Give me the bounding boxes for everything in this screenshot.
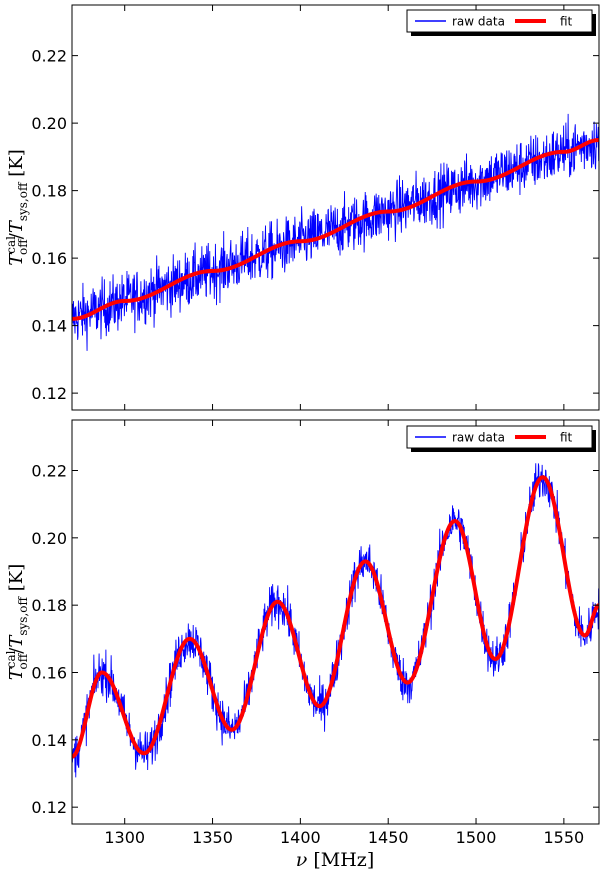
top-ytick-label: 0.18 bbox=[31, 182, 67, 201]
bottom-raw-data-line bbox=[72, 463, 599, 778]
bottom-legend: raw data fit bbox=[406, 425, 596, 452]
bottom-ylabel: Tcaloff/Tsys,off [K] bbox=[4, 564, 30, 680]
top-fit-line bbox=[72, 138, 599, 321]
bottom-xtick-label: 1300 bbox=[104, 828, 145, 847]
top-axes-frame bbox=[71, 4, 600, 411]
bottom-ytick-label: 0.12 bbox=[31, 798, 67, 817]
top-ytick-label: 0.22 bbox=[31, 47, 67, 66]
bottom-xtick-label: 1500 bbox=[456, 828, 497, 847]
bottom-xlabel: ν [MHz] bbox=[296, 849, 374, 871]
bottom-xtick-label: 1400 bbox=[280, 828, 321, 847]
bottom-ytick-label: 0.18 bbox=[31, 596, 67, 615]
top-panel: 0.12 0.14 0.16 0.18 0.20 0.22 raw data fit Tc… bbox=[4, 4, 600, 411]
bottom-fit-line bbox=[72, 475, 599, 759]
bottom-legend-fit-label: fit bbox=[560, 431, 573, 445]
bottom-ytick-label: 0.22 bbox=[31, 462, 67, 481]
top-legend: raw data fit bbox=[406, 9, 596, 36]
top-ytick-label: 0.14 bbox=[31, 317, 67, 336]
top-ytick-label: 0.20 bbox=[31, 114, 67, 133]
top-legend-raw-label: raw data bbox=[452, 15, 505, 29]
bottom-legend-raw-label: raw data bbox=[452, 431, 505, 445]
bottom-ytick-label: 0.20 bbox=[31, 529, 67, 548]
top-ylabel: Tcaloff/Tsys,off [K] bbox=[4, 149, 30, 265]
bottom-xtick-label: 1450 bbox=[368, 828, 409, 847]
top-legend-fit-label: fit bbox=[560, 15, 573, 29]
bottom-axes-frame bbox=[71, 419, 600, 825]
top-raw-data-line bbox=[72, 112, 599, 351]
bottom-xtick-label: 1350 bbox=[192, 828, 233, 847]
bottom-panel: 0.12 0.14 0.16 0.18 0.20 0.22 1300 1350 1400 1450… bbox=[4, 419, 600, 871]
bottom-ytick-label: 0.14 bbox=[31, 731, 67, 750]
bottom-xtick-label: 1550 bbox=[544, 828, 585, 847]
top-ytick-label: 0.12 bbox=[31, 384, 67, 403]
top-ytick-label: 0.16 bbox=[31, 249, 67, 268]
bottom-ytick-label: 0.16 bbox=[31, 664, 67, 683]
